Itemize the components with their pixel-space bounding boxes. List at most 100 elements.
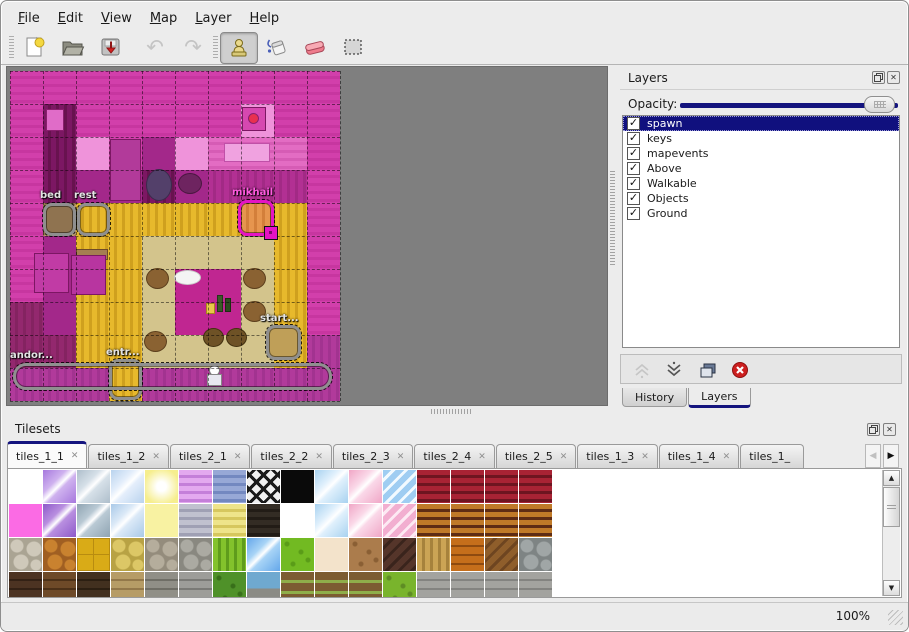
tileset-tile-rcur[interactable] xyxy=(519,470,552,503)
tileset-tile-farm[interactable] xyxy=(349,572,382,597)
tileset-tabs-scroll-right-button[interactable]: ▶ xyxy=(883,444,899,468)
tab-close-icon[interactable]: ✕ xyxy=(70,451,79,461)
vertical-splitter-grip[interactable] xyxy=(610,171,615,266)
tileset-tab-tiles_2_3[interactable]: tiles_2_3 ✕ xyxy=(332,444,414,468)
tileset-tile-mg[interactable] xyxy=(9,504,42,537)
menu-layer[interactable]: Layer xyxy=(195,10,232,26)
delete-layer-button[interactable] xyxy=(727,358,753,382)
tileset-tile-gcur[interactable] xyxy=(451,504,484,537)
tab-close-icon[interactable]: ✕ xyxy=(233,451,242,462)
horizontal-splitter-grip[interactable] xyxy=(431,409,473,414)
toolbar-grip-2[interactable] xyxy=(213,36,218,60)
scrollbar-up-button[interactable]: ▲ xyxy=(883,470,900,486)
tileset-tile-bstr[interactable] xyxy=(213,470,246,503)
tab-close-icon[interactable]: ✕ xyxy=(152,451,160,462)
tab-close-icon[interactable]: ✕ xyxy=(559,451,568,462)
layer-visibility-checkbox[interactable]: ✓ xyxy=(627,131,640,145)
tileset-tile-bdia[interactable] xyxy=(383,470,416,503)
layer-visibility-checkbox[interactable]: ✓ xyxy=(627,191,640,205)
tileset-tile-bwv[interactable] xyxy=(111,504,144,537)
tileset-tile-wh[interactable] xyxy=(9,470,42,503)
tileset-tile-tbrk[interactable] xyxy=(111,572,144,597)
tileset-tab-tiles_1_3[interactable]: tiles_1_3 ✕ xyxy=(577,444,658,468)
tab-close-icon[interactable]: ✕ xyxy=(641,451,649,462)
tileset-tile-wedg[interactable] xyxy=(247,572,280,597)
layer-row-Above[interactable]: ✓ Above xyxy=(623,161,899,176)
layer-visibility-checkbox[interactable]: ✓ xyxy=(627,146,640,160)
tileset-tile-hedg[interactable] xyxy=(213,572,246,597)
map-object-andor[interactable] xyxy=(12,362,333,391)
opacity-slider-handle[interactable] xyxy=(864,96,895,113)
map-object-mikhail[interactable] xyxy=(237,199,278,240)
tileset-tab-tiles_1_4[interactable]: tiles_1_4 ✕ xyxy=(658,444,740,468)
layer-list[interactable]: ✓ spawn ✓ keys ✓ mapevents ✓ Above ✓ Walkable ✓ Obj… xyxy=(622,115,900,348)
tileset-tile-pgl1[interactable] xyxy=(43,470,76,503)
map-object-bed[interactable] xyxy=(42,202,77,237)
tileset-tile-pebb[interactable] xyxy=(145,538,178,571)
redo-button[interactable]: ↷ xyxy=(175,32,211,62)
menu-map[interactable]: Map xyxy=(149,10,178,26)
tileset-tile-ystr[interactable] xyxy=(213,504,246,537)
opacity-slider-track[interactable] xyxy=(680,103,898,108)
lower-layer-button[interactable] xyxy=(661,358,687,382)
scrollbar-thumb[interactable] xyxy=(883,487,900,527)
map-object-rest[interactable] xyxy=(76,202,111,237)
tileset-tile-droof[interactable] xyxy=(383,538,416,571)
tileset-tile-ggl2[interactable] xyxy=(77,504,110,537)
tileset-tile-dbr2[interactable] xyxy=(43,572,76,597)
tileset-tile-lat[interactable] xyxy=(247,470,280,503)
map-canvas[interactable]: bed rest mikhail start... entr... andor... xyxy=(10,71,341,402)
layer-row-Objects[interactable]: ✓ Objects xyxy=(623,191,899,206)
layer-row-mapevents[interactable]: ✓ mapevents xyxy=(623,146,899,161)
tileset-tile-gwal[interactable] xyxy=(519,572,552,597)
tab-close-icon[interactable]: ✕ xyxy=(478,451,486,462)
tileset-tile-gwal[interactable] xyxy=(485,572,518,597)
eraser-button[interactable] xyxy=(297,32,333,62)
tileset-tile-bgl1[interactable] xyxy=(111,470,144,503)
bucket-fill-button[interactable] xyxy=(259,32,295,62)
layer-row-Ground[interactable]: ✓ Ground xyxy=(623,206,899,221)
tab-close-icon[interactable]: ✕ xyxy=(315,451,323,462)
rect-select-button[interactable] xyxy=(335,32,371,62)
tileset-tile-sign[interactable] xyxy=(247,504,280,537)
toolbar-grip[interactable] xyxy=(9,36,14,60)
tileset-tile-ysto[interactable] xyxy=(111,538,144,571)
tileset-tab-tiles_1_2[interactable]: tiles_1_2 ✕ xyxy=(88,444,169,468)
layer-row-spawn[interactable]: ✓ spawn xyxy=(623,116,899,131)
tileset-tile-sand[interactable] xyxy=(315,538,348,571)
tileset-grid[interactable] xyxy=(9,470,552,597)
tileset-tile-gwal[interactable] xyxy=(451,572,484,597)
tileset-tab-tiles_1_[interactable]: tiles_1_ xyxy=(740,444,805,468)
tab-close-icon[interactable]: ✕ xyxy=(722,451,731,462)
horizontal-splitter[interactable] xyxy=(1,406,908,418)
menu-help[interactable]: Help xyxy=(249,10,280,26)
tileset-scrollbar[interactable]: ▲ ▼ xyxy=(882,470,900,596)
tileset-tabs-scroll-left-button[interactable]: ◀ xyxy=(865,444,881,468)
tileset-tile-farm[interactable] xyxy=(281,572,314,597)
tileset-tile-dbr3[interactable] xyxy=(77,572,110,597)
tab-close-icon[interactable]: ✕ xyxy=(396,451,405,462)
map-view[interactable]: bed rest mikhail start... entr... andor... xyxy=(6,66,608,406)
menu-edit[interactable]: Edit xyxy=(57,10,83,26)
tileset-tile-pgl2[interactable] xyxy=(43,504,76,537)
tileset-tile-gbr1[interactable] xyxy=(145,572,178,597)
raise-layer-button[interactable] xyxy=(629,358,655,382)
layer-visibility-checkbox[interactable]: ✓ xyxy=(627,206,640,220)
map-object-start[interactable] xyxy=(265,324,302,361)
layer-visibility-checkbox[interactable]: ✓ xyxy=(627,161,640,175)
tilesets-panel-float-button[interactable] xyxy=(867,423,880,436)
panel-tab-history[interactable]: History xyxy=(622,388,688,407)
tileset-tile-dbr1[interactable] xyxy=(9,572,42,597)
layers-panel-float-button[interactable] xyxy=(872,71,885,84)
tileset-tile-bflo[interactable] xyxy=(349,538,382,571)
undo-button[interactable]: ↶ xyxy=(137,32,173,62)
tileset-view[interactable]: ▲ ▼ xyxy=(7,468,902,598)
layers-panel-close-button[interactable]: ✕ xyxy=(887,71,900,84)
open-button[interactable] xyxy=(55,32,91,62)
menu-file[interactable]: File xyxy=(18,10,40,26)
tileset-tile-gwal[interactable] xyxy=(417,572,450,597)
tileset-tile-rcur[interactable] xyxy=(451,470,484,503)
tileset-tile-bpan[interactable] xyxy=(315,470,348,503)
tileset-tab-tiles_1_1[interactable]: tiles_1_1 ✕ xyxy=(7,441,88,468)
layer-visibility-checkbox[interactable]: ✓ xyxy=(627,176,640,190)
